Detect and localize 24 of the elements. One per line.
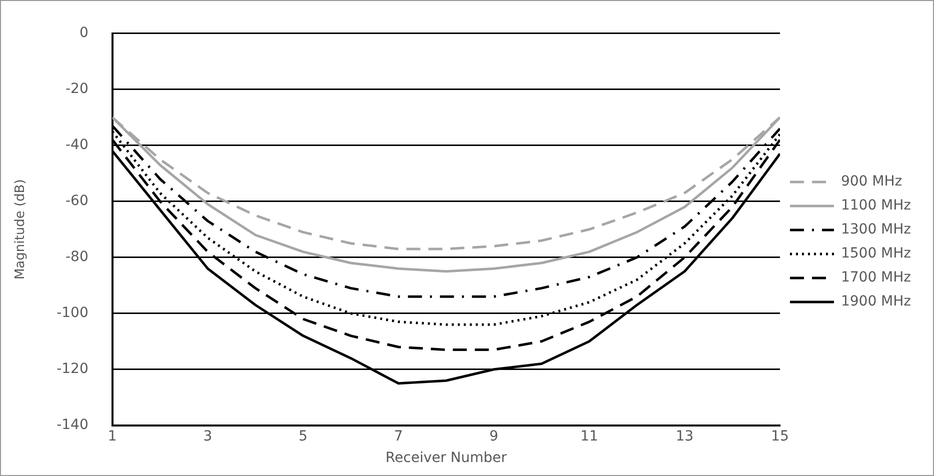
y-tick-label: -20	[66, 81, 88, 98]
y-tick-label: -140	[56, 417, 88, 434]
y-tick-label: -100	[56, 305, 88, 322]
legend-label: 900 MHz	[840, 174, 902, 190]
x-tick-label: 7	[394, 428, 403, 444]
y-tick-label: 0	[79, 25, 88, 42]
y-axis-title: Magnitude (dB)	[13, 179, 28, 280]
x-tick-label: 11	[580, 428, 598, 444]
x-tick-label: 1	[108, 428, 117, 444]
x-axis-title: Receiver Number	[386, 450, 508, 466]
x-tick-label: 13	[676, 428, 694, 444]
legend-label: 1500 MHz	[840, 246, 912, 262]
legend-label: 1100 MHz	[840, 198, 912, 214]
legend-label: 1700 MHz	[840, 270, 912, 286]
y-tick-label: -80	[66, 249, 88, 266]
y-tick-label: -120	[56, 361, 88, 378]
y-tick-label: -60	[66, 193, 88, 210]
x-tick-label: 15	[771, 428, 789, 444]
legend-label: 1300 MHz	[840, 222, 912, 238]
legend-label: 1900 MHz	[840, 294, 912, 310]
x-tick-label: 9	[489, 428, 498, 444]
x-tick-label: 3	[203, 428, 212, 444]
x-tick-label: 5	[298, 428, 308, 444]
y-tick-label: -40	[66, 137, 88, 154]
